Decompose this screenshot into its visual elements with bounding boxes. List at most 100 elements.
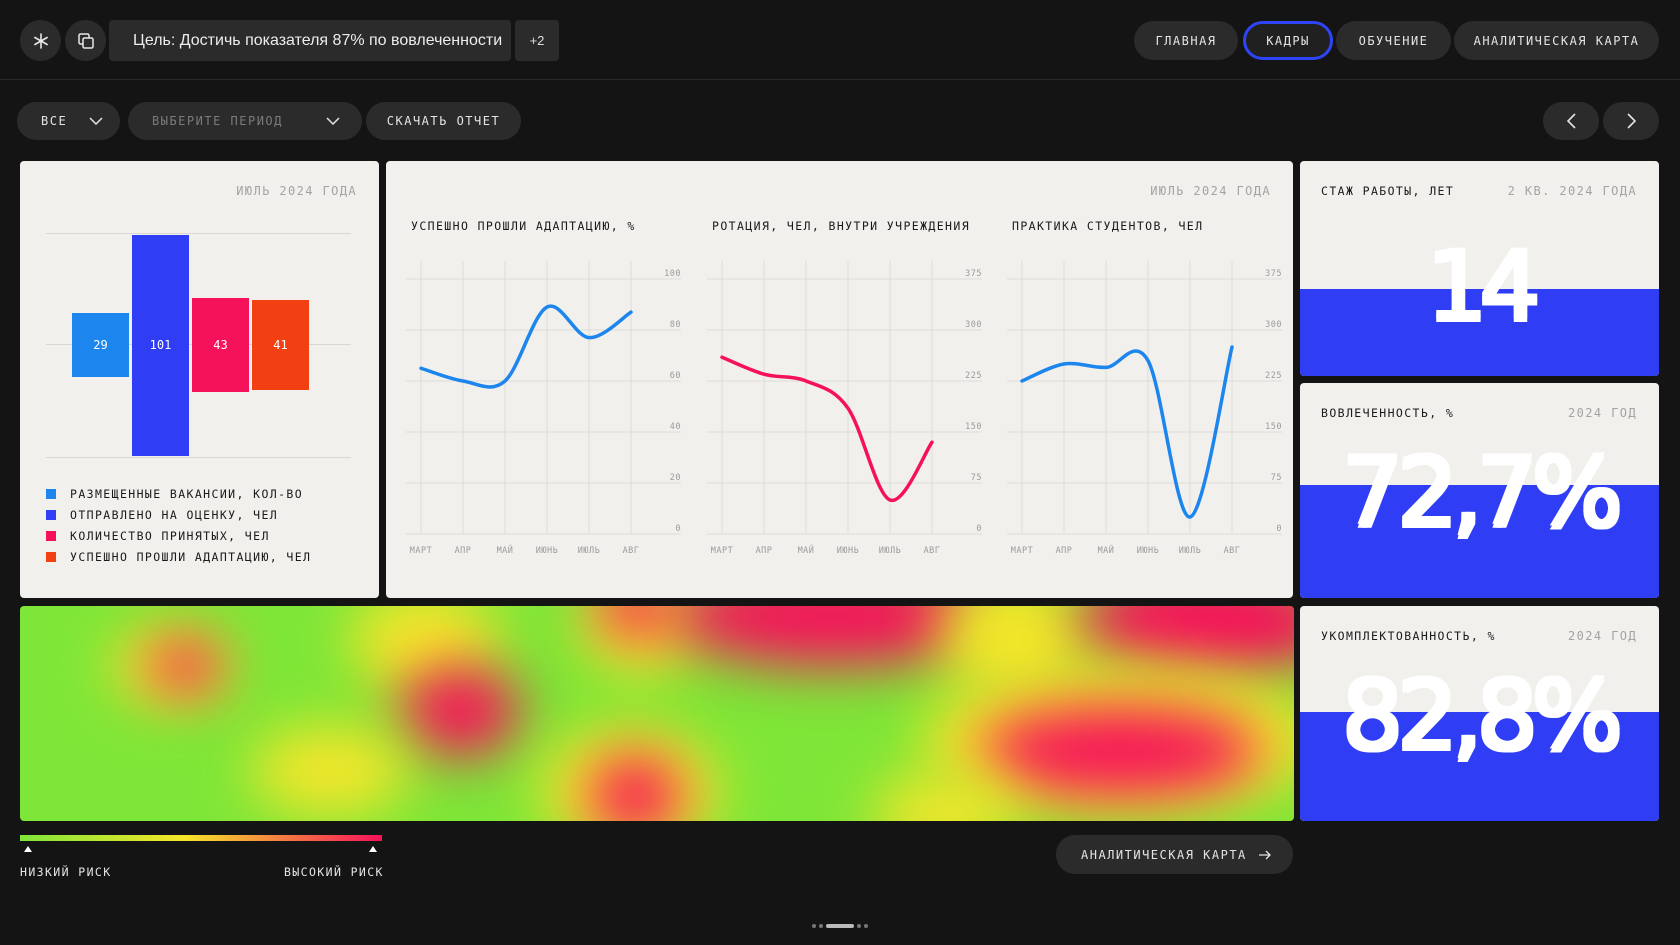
legend-label: КОЛИЧЕСТВО ПРИНЯТЫХ, ЧЕЛ (70, 528, 270, 543)
kpi-card-engagement: ВОВЛЕЧЕННОСТЬ, % 2024 ГОД 72,7% (1300, 383, 1659, 598)
kpi-band (1300, 712, 1659, 821)
heat-blob (980, 706, 1260, 796)
kpi-band (1300, 289, 1659, 376)
x-tick-label: МАЙ (1098, 544, 1115, 556)
chart-title-internship: ПРАКТИКА СТУДЕНТОВ, ЧЕЛ (1012, 219, 1204, 233)
more-goals-count: +2 (529, 33, 545, 48)
bar-chart-card: ИЮЛЬ 2024 ГОДА 29 101 43 41 РАЗМЕЩЕННЫЕ ВАК… (20, 161, 379, 598)
page-dot-active[interactable] (826, 924, 854, 928)
bar-card-date: ИЮЛЬ 2024 ГОДА (236, 184, 357, 198)
grid-line (46, 457, 351, 458)
legend-swatch (46, 551, 56, 562)
header-divider (0, 79, 1680, 80)
chevron-down-icon (89, 117, 103, 125)
x-tick-label: АВГ (1224, 546, 1241, 556)
y-tick-label: 300 (1265, 320, 1282, 330)
x-tick-label: АПР (455, 546, 472, 556)
chart-title-adaptation: УСПЕШНО ПРОШЛИ АДАПТАЦИЮ, % (411, 219, 636, 233)
period-select-placeholder: ВЫБЕРИТЕ ПЕРИОД (152, 114, 283, 128)
kpi-label: ВОВЛЕЧЕННОСТЬ, % (1321, 406, 1455, 420)
risk-heatmap[interactable] (20, 606, 1294, 821)
bar-legend: РАЗМЕЩЕННЫЕ ВАКАНСИИ, КОЛ-ВО ОТПРАВЛЕНО … (46, 483, 311, 567)
goal-banner[interactable]: Цель: Достичь показателя 87% по вовлечен… (109, 20, 511, 61)
download-report-button[interactable]: СКАЧАТЬ ОТЧЕТ (366, 102, 521, 140)
kpi-period: 2024 ГОД (1568, 406, 1637, 420)
kpi-period: 2024 ГОД (1568, 629, 1637, 643)
scope-select-value: ВСЕ (41, 114, 68, 128)
scope-select[interactable]: ВСЕ (17, 102, 120, 140)
x-tick-label: ИЮНЬ (1137, 546, 1159, 556)
y-tick-label: 0 (1276, 524, 1282, 534)
bar: 43 (192, 297, 249, 393)
risk-gradient-bar (20, 835, 382, 841)
tab-main[interactable]: ГЛАВНАЯ (1134, 21, 1238, 60)
low-risk-marker-icon (24, 846, 32, 852)
copy-button[interactable] (65, 20, 106, 61)
line-card-date: ИЮЛЬ 2024 ГОДА (1150, 184, 1271, 198)
chevron-left-icon (1566, 113, 1576, 129)
y-tick-label: 60 (670, 371, 681, 381)
x-tick-label: МАРТ (711, 546, 733, 556)
legend-item: ОТПРАВЛЕНО НА ОЦЕНКУ, ЧЕЛ (46, 504, 311, 525)
period-select[interactable]: ВЫБЕРИТЕ ПЕРИОД (128, 102, 362, 140)
x-tick-label: ИЮНЬ (837, 546, 859, 556)
x-tick-label: МАРТ (410, 546, 432, 556)
legend-swatch (46, 488, 56, 499)
more-goals-button[interactable]: +2 (515, 20, 559, 61)
kpi-value: 72,7% (1342, 437, 1623, 549)
page-dot[interactable] (864, 924, 868, 928)
x-tick-label: МАРТ (1011, 546, 1033, 556)
x-tick-label: МАЙ (497, 544, 514, 556)
tab-main-label: ГЛАВНАЯ (1155, 33, 1217, 48)
x-tick-label: ИЮЛЬ (1179, 546, 1201, 556)
analytics-map-button[interactable]: АНАЛИТИЧЕСКАЯ КАРТА (1056, 835, 1293, 874)
y-tick-label: 150 (1265, 422, 1282, 432)
series-line (419, 304, 633, 389)
tab-analytics-map[interactable]: АНАЛИТИЧЕСКАЯ КАРТА (1454, 21, 1659, 60)
page-dot[interactable] (819, 924, 823, 928)
kpi-period: 2 КВ. 2024 ГОДА (1507, 184, 1637, 198)
asterisk-button[interactable] (20, 20, 61, 61)
kpi-value: 14 (1426, 231, 1540, 343)
page-dot[interactable] (857, 924, 861, 928)
arrow-right-icon (1259, 850, 1271, 859)
legend-label: РАЗМЕЩЕННЫЕ ВАКАНСИИ, КОЛ-ВО (70, 486, 304, 501)
line-charts-card: ИЮЛЬ 2024 ГОДА УСПЕШНО ПРОШЛИ АДАПТАЦИЮ,… (386, 161, 1293, 598)
y-tick-label: 100 (664, 269, 681, 279)
kpi-value: 82,8% (1342, 660, 1623, 772)
y-tick-label: 75 (971, 473, 982, 483)
y-tick-label: 0 (976, 524, 982, 534)
y-tick-label: 375 (1265, 269, 1282, 279)
kpi-band (1300, 485, 1659, 598)
analytics-map-button-label: АНАЛИТИЧЕСКАЯ КАРТА (1081, 847, 1247, 862)
y-tick-label: 225 (1265, 371, 1282, 381)
y-tick-label: 75 (1271, 473, 1282, 483)
next-button[interactable] (1603, 102, 1659, 140)
tab-training-label: ОБУЧЕНИЕ (1358, 33, 1429, 48)
tab-analytics-map-label: АНАЛИТИЧЕСКАЯ КАРТА (1473, 33, 1640, 48)
tab-staff-label: КАДРЫ (1266, 33, 1310, 48)
chart-title-rotation: РОТАЦИЯ, ЧЕЛ, ВНУТРИ УЧРЕЖДЕНИЯ (712, 219, 971, 233)
bar: 101 (132, 234, 189, 456)
high-risk-label: ВЫСОКИЙ РИСК (284, 865, 384, 879)
line-charts-svg: 100 80 60 40 20 0 МАРТ АПР МАЙ ИЮНЬ ИЮЛЬ АВГ 375 300 2… (406, 261, 1282, 556)
kpi-card-staffing: УКОМПЛЕКТОВАННОСТЬ, % 2024 ГОД 82,8% (1300, 606, 1659, 821)
legend-label: УСПЕШНО ПРОШЛИ АДАПТАЦИЮ, ЧЕЛ (70, 549, 312, 564)
prev-button[interactable] (1543, 102, 1599, 140)
legend-swatch (46, 530, 56, 541)
bar-chart-plot: 29 101 43 41 (20, 161, 379, 461)
download-report-label: СКАЧАТЬ ОТЧЕТ (386, 114, 501, 128)
tab-staff[interactable]: КАДРЫ (1243, 21, 1333, 60)
heat-blob (250, 726, 410, 816)
goal-text: Цель: Достичь показателя 87% по вовлечен… (133, 31, 503, 49)
y-tick-label: 20 (670, 473, 681, 483)
page-dot[interactable] (812, 924, 816, 928)
chevron-right-icon (1626, 113, 1636, 129)
x-tick-label: ИЮЛЬ (578, 546, 600, 556)
x-tick-label: АПР (1056, 546, 1073, 556)
tab-training[interactable]: ОБУЧЕНИЕ (1336, 21, 1451, 60)
x-tick-label: МАЙ (798, 544, 815, 556)
kpi-label: УКОМПЛЕКТОВАННОСТЬ, % (1321, 629, 1496, 643)
y-tick-label: 150 (965, 422, 982, 432)
page-indicator[interactable] (812, 924, 868, 928)
